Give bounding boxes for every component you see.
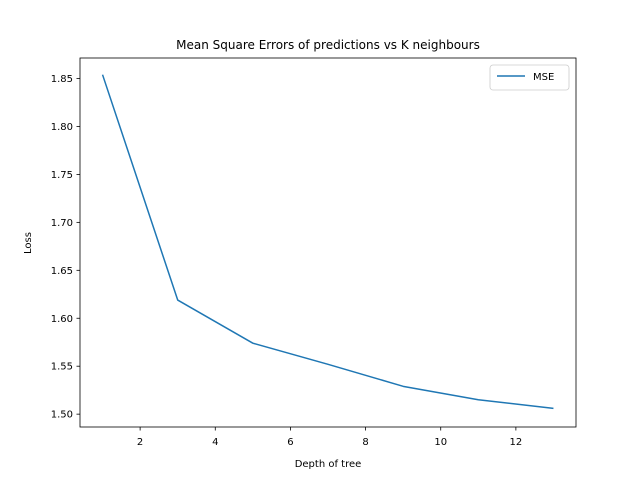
y-tick-label: 1.65 — [51, 266, 73, 277]
plot-background — [80, 58, 576, 427]
series-line-mse — [101, 74, 554, 410]
y-tick-label: 1.85 — [51, 74, 73, 85]
legend-box — [489, 64, 570, 91]
chart-title: Mean Square Errors of predictions vs K n… — [176, 38, 480, 52]
y-tick-label: 1.55 — [51, 362, 73, 373]
x-tick-label: 6 — [287, 437, 293, 448]
x-tick-label: 12 — [510, 437, 523, 448]
y-axis-label: Loss — [23, 232, 34, 254]
legend: MSE — [489, 64, 570, 91]
y-tick-label: 1.80 — [51, 122, 73, 133]
x-axis-label: Depth of tree — [295, 459, 362, 470]
y-tick-label: 1.50 — [51, 410, 73, 421]
series-layer — [101, 74, 554, 410]
plot-area — [79, 57, 577, 428]
x-tick-label: 10 — [434, 437, 447, 448]
x-axis: 2 4 6 8 10 12 — [137, 427, 522, 448]
legend-label-mse: MSE — [533, 72, 554, 83]
axes-frame — [79, 57, 577, 428]
y-axis: 1.50 1.55 1.60 1.65 1.70 1.75 1.80 1.85 — [51, 74, 80, 421]
x-tick-label: 4 — [212, 437, 218, 448]
x-tick-label: 8 — [362, 437, 368, 448]
y-tick-label: 1.70 — [51, 218, 73, 229]
y-tick-label: 1.75 — [51, 170, 73, 181]
x-tick-label: 2 — [137, 437, 143, 448]
y-tick-label: 1.60 — [51, 314, 73, 325]
